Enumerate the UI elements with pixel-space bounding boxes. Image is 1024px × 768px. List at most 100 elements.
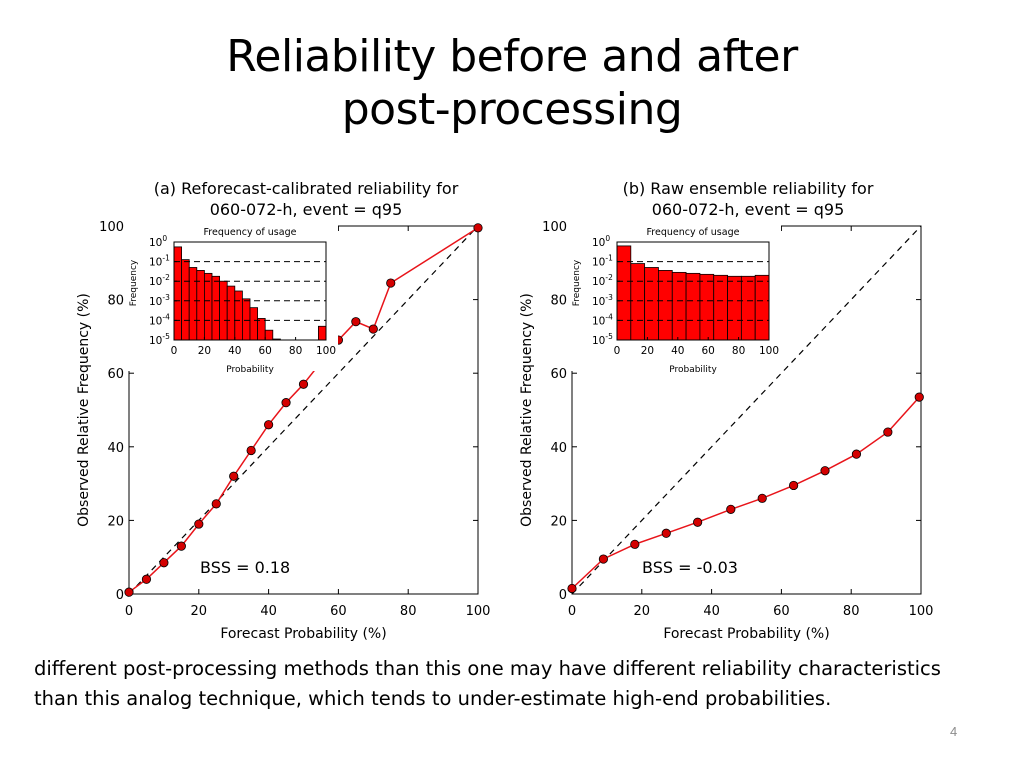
inset-x-tick-label: 60 — [259, 345, 272, 357]
inset-bar — [188, 267, 198, 341]
inset-x-tick-label: 20 — [198, 345, 211, 357]
x-tick-label: 60 — [330, 604, 347, 619]
data-point — [368, 324, 378, 334]
y-tick-label: 60 — [107, 367, 124, 382]
perfect-reliability-line — [128, 225, 479, 595]
chart-title-line-2: 060-072-h, event = q95 — [210, 200, 403, 219]
inset-bar — [241, 298, 251, 341]
inset-y-tick-label: 10-1 — [149, 254, 170, 269]
inset-y-tick-label: 10-2 — [592, 273, 613, 288]
inset-title: Frequency of usage — [204, 227, 297, 238]
inset-bar — [644, 267, 659, 341]
data-point — [789, 480, 799, 491]
data-point — [914, 392, 924, 402]
inset-x-axis-label: Probability — [669, 365, 717, 375]
inset-title: Frequency of usage — [647, 227, 740, 238]
inset-bar — [203, 272, 213, 341]
data-point — [726, 504, 736, 514]
data-point — [351, 317, 361, 327]
y-tick-label: 80 — [107, 294, 124, 309]
reliability-chart-a: (a) Reforecast-calibrated reliability fo… — [76, 179, 490, 642]
inset-y-tick-label: 10-4 — [149, 312, 170, 327]
slide-title-line-1: Reliability before and after — [226, 31, 798, 82]
data-point — [263, 420, 274, 430]
data-point — [124, 587, 134, 597]
data-point — [630, 539, 640, 549]
data-point — [141, 574, 152, 584]
data-point — [598, 554, 609, 564]
x-tick-label: 100 — [909, 604, 934, 619]
y-axis-label: Observed Relative Frequency (%) — [76, 293, 92, 527]
perfect-reliability-line — [571, 225, 922, 595]
inset-y-tick-label: 10-3 — [592, 293, 613, 308]
inset-y-tick-label: 10-2 — [149, 273, 170, 288]
caption-line-2: than this analog technique, which tends … — [34, 687, 832, 710]
y-tick-label: 100 — [99, 220, 124, 235]
inset-x-tick-label: 20 — [641, 345, 654, 357]
inset-x-tick-label: 60 — [702, 345, 715, 357]
slide-caption: different post-processing methods than t… — [34, 654, 1009, 714]
inset-y-tick-label: 100 — [149, 234, 167, 249]
x-tick-label: 80 — [400, 604, 417, 619]
x-axis-label: Forecast Probability (%) — [220, 626, 386, 642]
y-tick-label: 20 — [550, 514, 567, 529]
y-tick-label: 0 — [559, 588, 567, 603]
x-tick-label: 100 — [466, 604, 491, 619]
inset-bar — [226, 285, 236, 341]
bss-annotation: BSS = -0.03 — [642, 558, 738, 577]
reliability-chart-b: (b) Raw ensemble reliability for 060-072-… — [519, 179, 933, 642]
inset-bar — [234, 290, 243, 341]
data-point — [820, 466, 830, 476]
page-number: 4 — [950, 724, 958, 739]
inset-bar — [257, 318, 266, 341]
inset-bar — [211, 275, 220, 341]
x-tick-label: 20 — [634, 604, 651, 619]
inset-y-tick-label: 100 — [592, 234, 610, 249]
data-point — [851, 449, 862, 459]
inset-bar — [181, 259, 190, 341]
inset-x-tick-label: 100 — [316, 345, 336, 357]
inset-y-tick-label: 10-4 — [592, 312, 613, 327]
inset-bar — [699, 273, 715, 341]
chart-title-line-1: (b) Raw ensemble reliability for — [623, 179, 874, 198]
inset-x-tick-label: 40 — [228, 345, 241, 357]
data-point — [194, 519, 204, 529]
inset-bar — [671, 271, 687, 341]
inset-x-tick-label: 100 — [759, 345, 779, 357]
inset-y-tick-label: 10-1 — [592, 254, 613, 269]
data-point — [176, 541, 186, 551]
x-tick-label: 60 — [773, 604, 790, 619]
data-point — [693, 517, 703, 527]
inset-bar — [317, 325, 327, 341]
inset-bar — [249, 307, 258, 341]
inset-frame — [616, 241, 770, 341]
y-tick-label: 40 — [107, 441, 124, 456]
inset-bar — [754, 274, 770, 341]
inset-frame — [173, 241, 327, 341]
inset-y-tick-label: 10-5 — [149, 332, 170, 347]
y-tick-label: 100 — [542, 220, 567, 235]
x-tick-label: 40 — [260, 604, 277, 619]
inset-bar — [713, 274, 728, 341]
data-point — [757, 493, 767, 503]
data-point — [661, 528, 671, 538]
y-tick-label: 0 — [116, 588, 124, 603]
caption-line-1: different post-processing methods than t… — [34, 657, 941, 680]
x-tick-label: 20 — [191, 604, 208, 619]
frequency-of-usage-inset: Frequency of usage 0 20 40 60 80 100 100 10-1 10-… — [569, 223, 781, 375]
data-point — [567, 583, 577, 594]
x-tick-label: 0 — [125, 604, 133, 619]
inset-bar — [616, 245, 632, 341]
inset-x-tick-label: 0 — [614, 345, 621, 357]
chart-title-line-2: 060-072-h, event = q95 — [652, 200, 845, 219]
frequency-of-usage-inset: Frequency of usage 0 20 40 60 80 100 100 10-1 10-… — [126, 223, 338, 375]
data-point — [281, 398, 291, 408]
data-point — [883, 427, 893, 437]
inset-x-tick-label: 80 — [732, 345, 745, 357]
inset-y-axis-label: Frequency — [129, 259, 139, 306]
data-point — [386, 278, 396, 288]
y-axis-label: Observed Relative Frequency (%) — [519, 293, 535, 527]
inset-y-tick-label: 10-5 — [592, 332, 613, 347]
inset-bar — [740, 275, 756, 341]
